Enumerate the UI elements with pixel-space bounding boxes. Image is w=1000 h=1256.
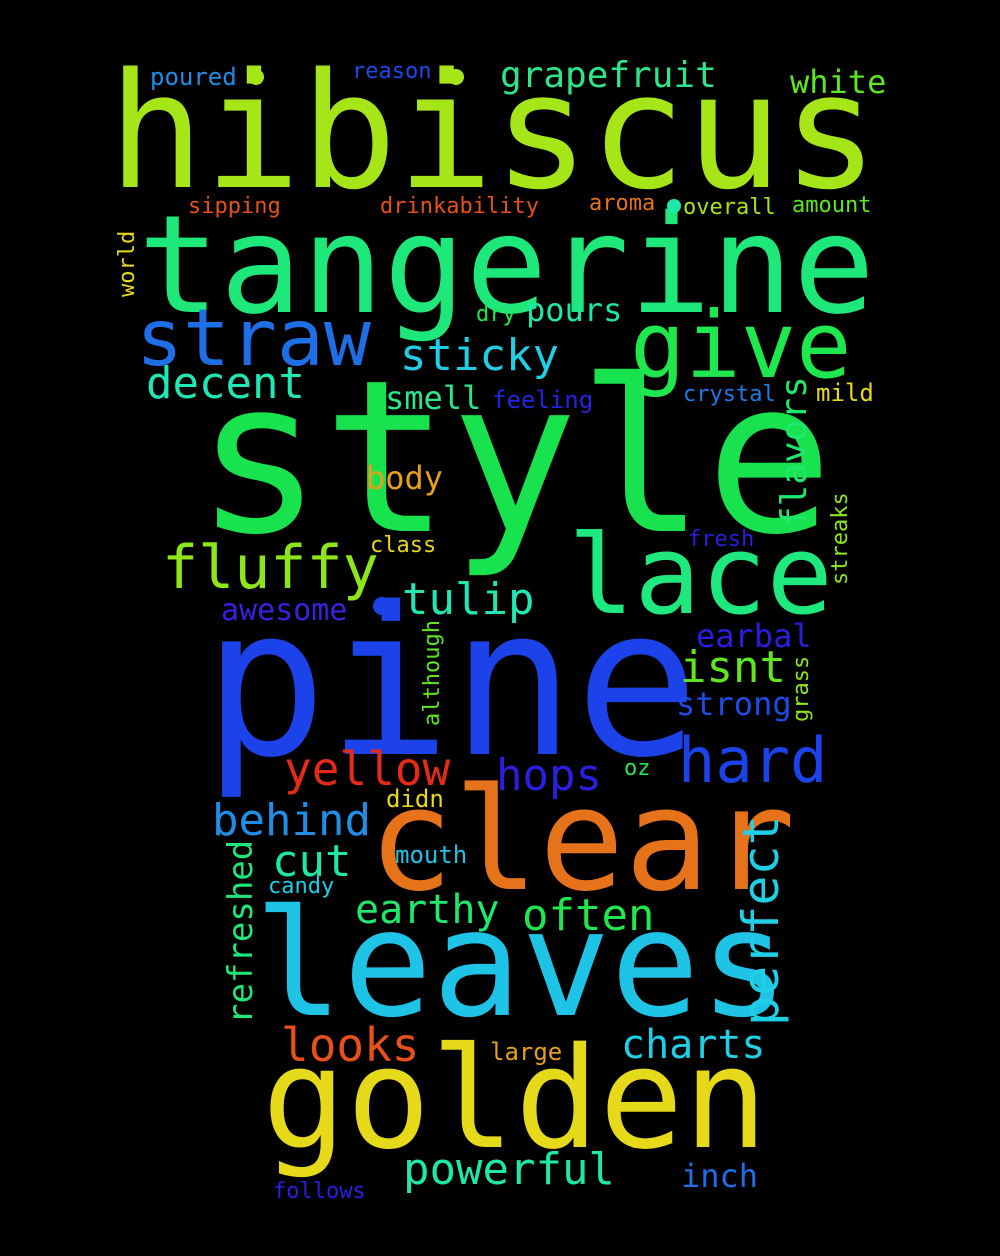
word: large [490,1038,563,1066]
word: amount [792,193,872,218]
word: sticky [400,330,559,381]
word: tangerine [138,187,875,345]
word: feeling [492,386,594,414]
word: body [366,459,444,497]
word: sipping [188,194,281,219]
word: hibiscus [108,38,879,225]
word: clear [368,758,796,923]
word: behind [212,795,371,846]
word: refreshed [221,839,261,1024]
word: streaks [828,492,853,585]
word: follows [273,1179,366,1204]
word: awesome [221,593,348,628]
word: hops [496,750,602,801]
word: reason [352,59,432,84]
word: strong [676,685,792,723]
word: grapefruit [500,55,717,96]
word: grass [789,655,814,722]
word: candy [268,874,335,899]
word: didn [386,785,444,813]
word: earbal [696,617,812,655]
word: flavors [774,376,815,528]
word: hard [678,724,828,797]
word: world [115,230,140,297]
word: pine [203,563,700,803]
word: smell [385,379,482,417]
word: looks [281,1018,420,1072]
dot-mark [248,69,264,85]
dot-mark [448,69,464,85]
word: class [370,533,437,558]
word: isnt [680,642,786,693]
word: charts [621,1022,766,1068]
dot-mark [373,597,391,615]
dot-mark [667,199,681,213]
word: drinkability [380,194,539,219]
word: aroma [589,191,656,216]
word: golden [262,1018,768,1181]
word: straw [136,294,371,384]
word: powerful [403,1144,615,1195]
word: style [195,334,834,581]
word: fluffy [162,533,379,603]
word: poured [150,63,237,91]
word: tulip [402,574,535,625]
word: earthy [355,887,500,933]
word: yellow [284,742,451,796]
word: mild [816,379,874,407]
word: although [420,620,445,726]
word: oz [624,756,651,781]
word: lace [568,511,833,639]
word: often [522,890,655,941]
word: inch [681,1157,759,1195]
word: cut [272,836,352,887]
word: decent [146,358,305,409]
word: give [630,292,852,399]
word: overall [683,195,776,220]
word: white [790,63,887,101]
word: mouth [395,841,468,869]
word: pours [526,291,623,329]
word: leaves [254,878,789,1050]
word: perfect [732,815,790,1026]
word: crystal [683,382,776,407]
word: fresh [688,527,755,552]
word: dry [476,302,516,327]
